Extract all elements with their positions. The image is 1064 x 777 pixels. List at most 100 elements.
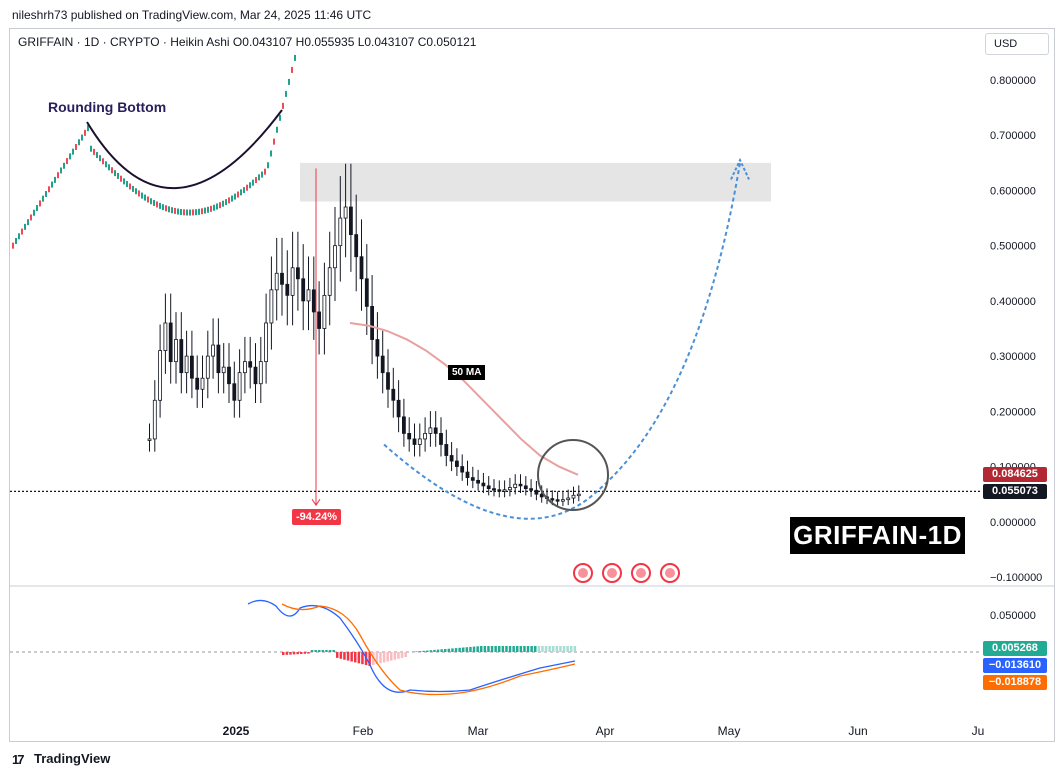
- currency-button[interactable]: USD: [985, 33, 1049, 55]
- price-tag-last: 0.055073: [983, 484, 1047, 499]
- macd-histogram-bar: [490, 646, 494, 652]
- y-tick-label: 0.400000: [990, 296, 1036, 308]
- candle-body: [492, 488, 496, 491]
- inset-candle: [258, 174, 260, 181]
- macd-histogram-bar: [379, 652, 382, 664]
- chart-frame: [9, 28, 1055, 742]
- macd-y-tick-label: 0.050000: [990, 610, 1036, 622]
- inset-candle: [192, 209, 194, 216]
- inset-candle: [198, 208, 200, 215]
- candle-body: [386, 372, 390, 390]
- candle-body: [571, 494, 576, 499]
- inset-candle: [78, 139, 80, 146]
- candle-body: [465, 471, 470, 479]
- macd-tag-signal: −0.018878: [983, 675, 1047, 690]
- inset-candle: [27, 219, 29, 226]
- macd-histogram-bar: [404, 652, 407, 657]
- tradingview-logo[interactable]: 17 TradingView: [12, 751, 110, 767]
- ma-label: 50 MA: [448, 365, 486, 380]
- x-tick-label: Mar: [468, 724, 489, 738]
- macd-histogram-bar: [285, 652, 289, 655]
- inset-candle: [132, 185, 134, 192]
- inset-pattern-label: Rounding Bottom: [48, 99, 167, 115]
- event-flag-icon: [607, 568, 617, 578]
- candle-body: [253, 366, 258, 385]
- candle-body: [486, 485, 491, 490]
- inset-candle: [90, 145, 92, 152]
- macd-histogram-bar: [541, 646, 544, 652]
- inset-candle: [114, 170, 116, 177]
- event-flag-icon: [665, 568, 675, 578]
- inset-candle: [105, 161, 107, 168]
- inset-candle: [159, 202, 161, 209]
- inset-candle: [36, 205, 38, 212]
- candle-body: [518, 483, 523, 487]
- inset-candle: [12, 242, 14, 249]
- macd-histogram-bar: [339, 652, 343, 659]
- x-tick-label: Jun: [848, 724, 867, 738]
- candle-body: [449, 455, 454, 462]
- macd-histogram-bar: [526, 646, 530, 652]
- candle-body: [333, 245, 337, 269]
- macd-histogram-bar: [476, 646, 479, 652]
- macd-histogram-bar: [282, 652, 285, 655]
- candle-body: [295, 267, 300, 280]
- candle-body: [343, 206, 348, 219]
- macd-histogram-bar: [426, 650, 429, 652]
- candle-body: [476, 479, 481, 484]
- inset-candle: [147, 196, 149, 203]
- candle-body: [555, 499, 560, 502]
- y-tick-label: 0.500000: [990, 241, 1036, 253]
- inset-candle: [66, 158, 68, 165]
- candle-body: [460, 466, 465, 473]
- y-tick-label: −0.100000: [990, 572, 1042, 584]
- inset-candle: [99, 155, 101, 162]
- inset-candle: [45, 190, 47, 197]
- candle-body: [227, 366, 231, 385]
- macd-histogram-bar: [321, 650, 325, 652]
- candle-body: [380, 355, 385, 374]
- candle-body: [311, 289, 316, 313]
- macd-histogram-bar: [318, 650, 321, 652]
- candle-body: [444, 444, 449, 456]
- candle-body: [354, 234, 359, 258]
- inset-candle: [141, 192, 143, 199]
- macd-histogram-bar: [361, 652, 364, 665]
- candle-body: [158, 350, 163, 401]
- inset-candle: [219, 202, 221, 209]
- macd-histogram-bar: [296, 652, 299, 655]
- inset-candle: [111, 167, 113, 174]
- macd-histogram-bar: [505, 646, 508, 652]
- macd-histogram-bar: [537, 646, 541, 652]
- candle-body: [242, 361, 247, 374]
- inset-candle: [174, 207, 176, 214]
- inset-candle: [57, 172, 59, 179]
- inset-candle: [183, 209, 185, 216]
- projection-curve: [383, 162, 741, 520]
- candle-body: [211, 344, 216, 357]
- macd-histogram-bar: [548, 646, 551, 652]
- macd-histogram-bar: [325, 650, 328, 652]
- inset-candle: [195, 209, 197, 216]
- inset-candle: [69, 153, 71, 160]
- inset-candle: [84, 129, 86, 136]
- macd-histogram-bar: [429, 650, 433, 652]
- inset-candle: [60, 167, 62, 174]
- candle-body: [179, 339, 184, 374]
- macd-histogram-bar: [483, 646, 487, 652]
- inset-candle: [267, 162, 269, 169]
- inset-candle: [171, 207, 173, 214]
- inset-candle: [42, 195, 44, 202]
- macd-histogram-bar: [458, 647, 461, 652]
- candle-body: [502, 489, 507, 492]
- candle-body: [523, 485, 528, 490]
- macd-histogram-bar: [469, 646, 472, 652]
- macd-histogram-bar: [393, 652, 397, 660]
- inset-candle: [54, 176, 56, 183]
- candle-body: [163, 322, 168, 351]
- macd-histogram-bar: [555, 646, 559, 652]
- macd-histogram-bar: [465, 647, 469, 652]
- macd-histogram-bar: [292, 652, 296, 655]
- drop-percent-label: -94.24%: [292, 509, 341, 525]
